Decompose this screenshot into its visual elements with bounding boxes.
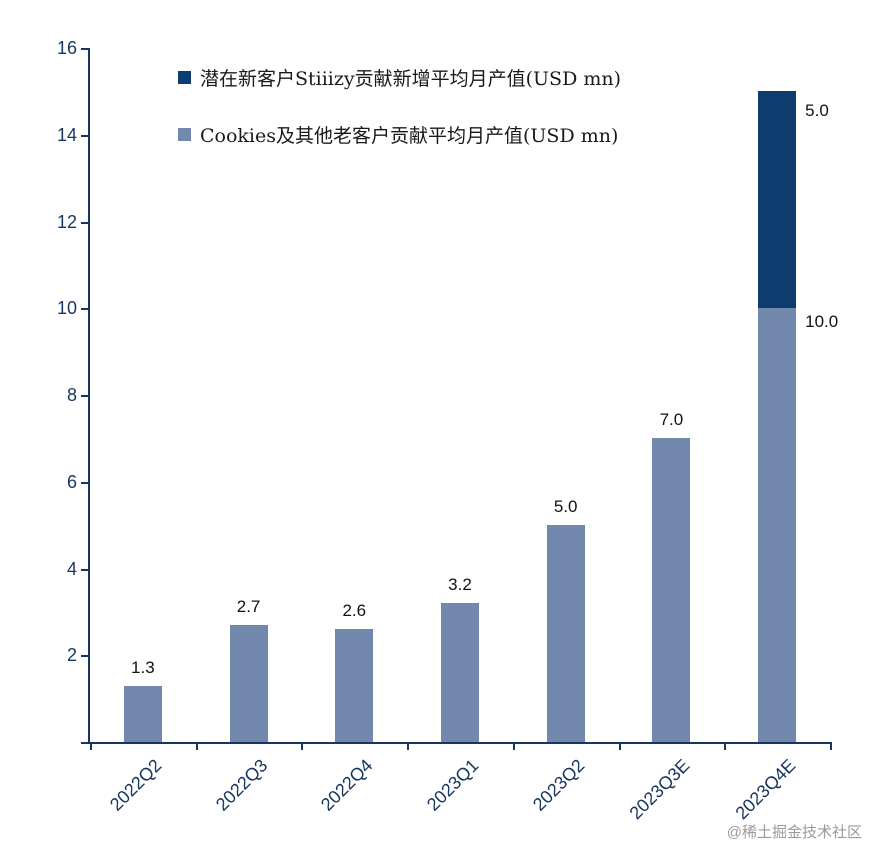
bar-value-label: 5.0 [553, 497, 578, 517]
x-axis-tick [90, 742, 92, 750]
legend-label-cookies: Cookies及其他老客户贡献平均月产值(USD mn) [200, 125, 619, 147]
bar-2022Q4 [335, 629, 374, 742]
watermark: @稀土掘金技术社区 [726, 824, 862, 841]
x-axis-label: 2023Q4E [731, 755, 800, 824]
bar-2022Q3 [229, 624, 268, 742]
x-axis-tick [301, 742, 304, 750]
bar-2023Q1 [441, 603, 479, 742]
bar-value-label: 2.6 [342, 601, 367, 621]
bar-2023Q3E [652, 438, 691, 742]
plot-area: 2 4 6 8 10 12 14 16 1.3 2022Q2 2.7 2022Q3 2.6 2022Q4 3… [57, 38, 838, 823]
legend-swatch-cookies-icon [178, 128, 191, 141]
y-axis-label: 12 [56, 211, 77, 232]
y-axis-label: 10 [56, 298, 77, 319]
x-axis-tick [407, 742, 410, 750]
bar-2023Q4E [758, 308, 797, 742]
y-axis-label: 16 [56, 38, 77, 58]
y-axis-tick [81, 48, 90, 50]
y-axis-label: 8 [66, 385, 77, 405]
x-axis-tick [830, 742, 832, 750]
y-axis-label: 6 [66, 471, 77, 492]
y-axis-label: 2 [66, 645, 77, 666]
bar-2022Q2 [123, 685, 162, 742]
y-axis-label: 14 [56, 124, 77, 145]
y-axis-tick [81, 655, 90, 658]
x-axis-tick [512, 742, 515, 750]
x-axis-label-wrap: 2023Q4E [603, 752, 800, 823]
y-axis-tick [81, 134, 90, 137]
legend-label-stiiizy: 潜在新客户Stiiizy贡献新增平均月产值(USD mn) [200, 68, 622, 90]
bar-value-label: 1.3 [131, 657, 155, 677]
bar-value-label: 10.0 [805, 312, 839, 332]
bar-value-label: 5.0 [805, 101, 829, 121]
y-axis-tick [81, 308, 90, 311]
y-axis-tick [81, 742, 90, 744]
x-axis-tick [195, 742, 198, 750]
legend-item-stiiizy: 潜在新客户Stiiizy贡献新增平均月产值(USD mn) [178, 64, 621, 91]
bar-segment-stiiizy-2023Q4E [758, 91, 797, 309]
x-axis-tick [724, 742, 727, 750]
bar-value-label: 7.0 [659, 410, 684, 430]
bar-2023Q2 [546, 525, 585, 742]
x-axis-tick [618, 742, 621, 750]
y-axis-label: 4 [66, 558, 77, 579]
chart-legend: 潜在新客户Stiiizy贡献新增平均月产值(USD mn) Cookies及其他… [178, 64, 621, 148]
y-axis-tick [81, 395, 90, 397]
bar-value-label: 2.7 [236, 596, 261, 616]
bar-value-label: 3.2 [448, 575, 472, 595]
legend-swatch-stiiizy-icon [178, 71, 191, 84]
y-axis-tick [81, 221, 90, 224]
y-axis-tick [81, 481, 90, 484]
y-axis-tick [81, 568, 90, 571]
legend-item-cookies: Cookies及其他老客户贡献平均月产值(USD mn) [178, 121, 621, 148]
